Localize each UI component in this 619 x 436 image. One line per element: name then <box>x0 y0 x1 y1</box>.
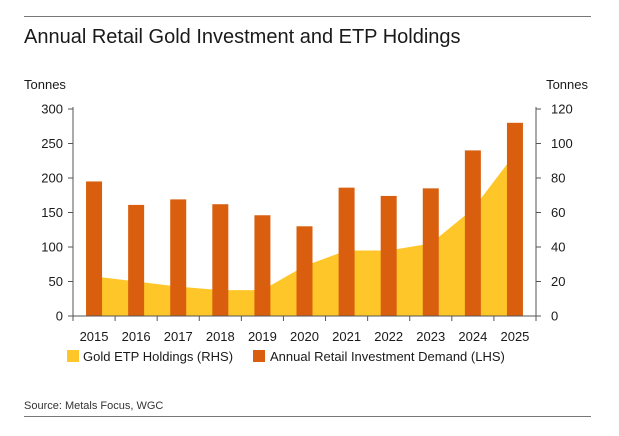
top-rule <box>24 16 591 17</box>
legend-swatch-retail-demand <box>253 350 265 362</box>
chart-title: Annual Retail Gold Investment and ETP Ho… <box>24 26 461 48</box>
x-tick-label: 2023 <box>416 329 445 344</box>
retail-demand-bar <box>86 181 103 316</box>
left-tick-label: 0 <box>56 309 63 324</box>
x-tick-label: 2016 <box>122 329 151 344</box>
x-tick-label: 2021 <box>332 329 361 344</box>
x-tick-label: 2019 <box>248 329 277 344</box>
x-tick-label: 2020 <box>290 329 319 344</box>
retail-demand-bar <box>170 199 187 316</box>
retail-demand-bar <box>212 204 229 316</box>
left-tick-label: 200 <box>41 171 63 186</box>
x-tick-label: 2025 <box>500 329 529 344</box>
right-tick-label: 60 <box>551 205 565 220</box>
retail-demand-bar <box>338 187 355 316</box>
x-tick-label: 2018 <box>206 329 235 344</box>
retail-demand-bar <box>506 122 523 316</box>
source-note: Source: Metals Focus, WGC <box>24 400 164 412</box>
etp-holdings-area <box>94 153 515 316</box>
retail-demand-bar <box>464 150 481 316</box>
retail-demand-bar <box>254 215 271 316</box>
legend-swatch-etp-holdings <box>67 350 79 362</box>
left-tick-label: 250 <box>41 136 63 151</box>
x-tick-label: 2022 <box>374 329 403 344</box>
retail-demand-bar <box>380 195 397 316</box>
left-axis-title: Tonnes <box>24 77 66 92</box>
left-tick-label: 100 <box>41 240 63 255</box>
right-tick-label: 80 <box>551 171 565 186</box>
retail-demand-bar <box>296 226 313 316</box>
right-tick-label: 40 <box>551 240 565 255</box>
left-tick-label: 50 <box>49 274 63 289</box>
legend-label-etp-holdings: Gold ETP Holdings (RHS) <box>83 349 233 364</box>
right-tick-label: 20 <box>551 274 565 289</box>
left-tick-label: 150 <box>41 205 63 220</box>
retail-demand-bar <box>128 204 145 316</box>
right-tick-label: 120 <box>551 102 573 117</box>
left-tick-label: 300 <box>41 102 63 117</box>
x-tick-label: 2024 <box>458 329 487 344</box>
right-axis-title: Tonnes <box>546 77 588 92</box>
right-tick-label: 0 <box>551 309 558 324</box>
right-tick-label: 100 <box>551 136 573 151</box>
x-tick-label: 2015 <box>80 329 109 344</box>
x-tick-label: 2017 <box>164 329 193 344</box>
bottom-rule <box>24 416 591 417</box>
retail-demand-bar <box>422 188 439 316</box>
legend-label-retail-demand: Annual Retail Investment Demand (LHS) <box>270 349 505 364</box>
